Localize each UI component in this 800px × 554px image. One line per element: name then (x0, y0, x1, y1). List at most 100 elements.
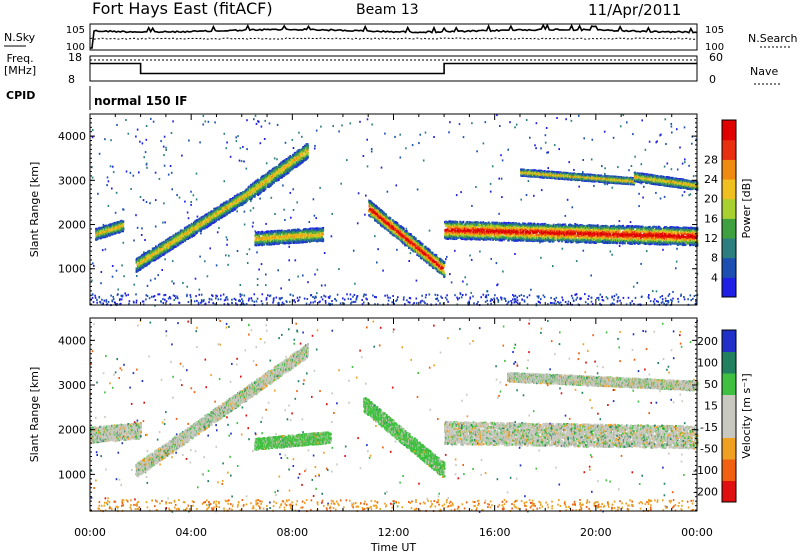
power-noise-cell (545, 142, 547, 144)
power-ground-cell (254, 301, 256, 303)
power-noise-cell (179, 197, 181, 199)
power-ground-cell (306, 303, 308, 305)
power-cell (175, 246, 177, 248)
power-noise-cell (197, 216, 199, 218)
power-noise-cell (353, 250, 355, 252)
power-noise-cell (634, 156, 636, 158)
power-noise-cell (102, 249, 104, 251)
power-noise-cell (240, 147, 242, 149)
power-ground-cell (149, 297, 151, 299)
power-noise-cell (302, 275, 304, 277)
power-ground-cell (472, 295, 474, 297)
power-noise-cell (423, 160, 425, 162)
power-noise-cell (104, 138, 106, 140)
power-noise-cell (155, 172, 157, 174)
power-ground-cell (519, 295, 521, 297)
power-noise-cell (340, 183, 342, 185)
power-noise-cell (408, 260, 410, 262)
power-ground-cell (162, 298, 164, 300)
power-noise-cell (184, 201, 186, 203)
power-noise-cell (526, 194, 528, 196)
power-noise-cell (227, 239, 229, 241)
power-noise-cell (307, 281, 309, 283)
power-noise-cell (684, 126, 686, 128)
power-noise-cell (449, 273, 451, 275)
power-ground-cell (374, 296, 376, 298)
power-noise-cell (92, 262, 94, 264)
power-noise-cell (490, 191, 492, 193)
power-noise-cell (645, 149, 647, 151)
power-ground-cell (254, 293, 256, 295)
power-noise-cell (359, 121, 361, 123)
power-ground-cell (266, 299, 268, 301)
power-noise-cell (547, 151, 549, 153)
power-noise-cell (128, 133, 130, 135)
power-noise-cell (631, 165, 633, 167)
power-noise-cell (565, 215, 567, 217)
power-noise-cell (309, 221, 311, 223)
power-noise-cell (261, 263, 263, 265)
power-ground-cell (517, 302, 519, 304)
freq-line (90, 64, 697, 74)
power-noise-cell (366, 139, 368, 141)
power-noise-cell (199, 141, 201, 143)
power-ground-cell (312, 302, 314, 304)
power-noise-cell (571, 120, 573, 122)
power-noise-cell (235, 136, 237, 138)
power-noise-cell (276, 158, 278, 160)
power-noise-cell (140, 196, 142, 198)
power-noise-cell (656, 140, 658, 142)
power-noise-cell (171, 132, 173, 134)
power-ground-cell (159, 293, 161, 295)
power-ground-cell (477, 301, 479, 303)
power-noise-cell (500, 154, 502, 156)
power-noise-cell (108, 205, 110, 207)
power-noise-cell (464, 276, 466, 278)
power-noise-cell (466, 283, 468, 285)
power-ground-cell (310, 302, 312, 304)
power-noise-cell (332, 125, 334, 127)
power-noise-cell (143, 199, 145, 201)
power-noise-cell (160, 140, 162, 142)
power-noise-cell (265, 223, 267, 225)
power-noise-cell (558, 148, 560, 150)
power-noise-cell (367, 118, 369, 120)
power-noise-cell (583, 250, 585, 252)
power-ground-cell (325, 296, 327, 298)
power-ground-cell (694, 295, 696, 297)
power-noise-cell (604, 183, 606, 185)
power-ground-cell (319, 301, 321, 303)
power-ground-cell (511, 302, 513, 304)
power-ground-cell (220, 298, 222, 300)
power-ground-cell (598, 297, 600, 299)
power-ground-cell (671, 300, 673, 302)
power-noise-cell (307, 298, 309, 300)
power-noise-cell (269, 122, 271, 124)
power-ground-cell (437, 294, 439, 296)
power-ground-cell (527, 296, 529, 298)
noise-panel-frame (90, 24, 697, 50)
power-noise-cell (133, 175, 135, 177)
power-noise-cell (533, 195, 535, 197)
power-noise-cell (239, 160, 241, 162)
power-noise-cell (155, 226, 157, 228)
power-ground-cell (315, 296, 317, 298)
power-noise-cell (226, 147, 228, 149)
power-ground-cell (286, 301, 288, 303)
power-ground-cell (429, 294, 431, 296)
power-ground-cell (396, 299, 398, 301)
power-ground-cell (176, 296, 178, 298)
power-noise-cell (100, 282, 102, 284)
power-noise-cell (610, 251, 612, 253)
power-noise-cell (257, 284, 259, 286)
power-ground-cell (299, 296, 301, 298)
power-ground-cell (350, 298, 352, 300)
power-noise-cell (316, 130, 318, 132)
power-ground-cell (96, 299, 98, 301)
power-noise-cell (425, 132, 427, 134)
power-noise-cell (92, 177, 94, 179)
power-ground-cell (406, 299, 408, 301)
power-noise-cell (314, 145, 316, 147)
power-noise-cell (382, 270, 384, 272)
power-ground-cell (279, 298, 281, 300)
